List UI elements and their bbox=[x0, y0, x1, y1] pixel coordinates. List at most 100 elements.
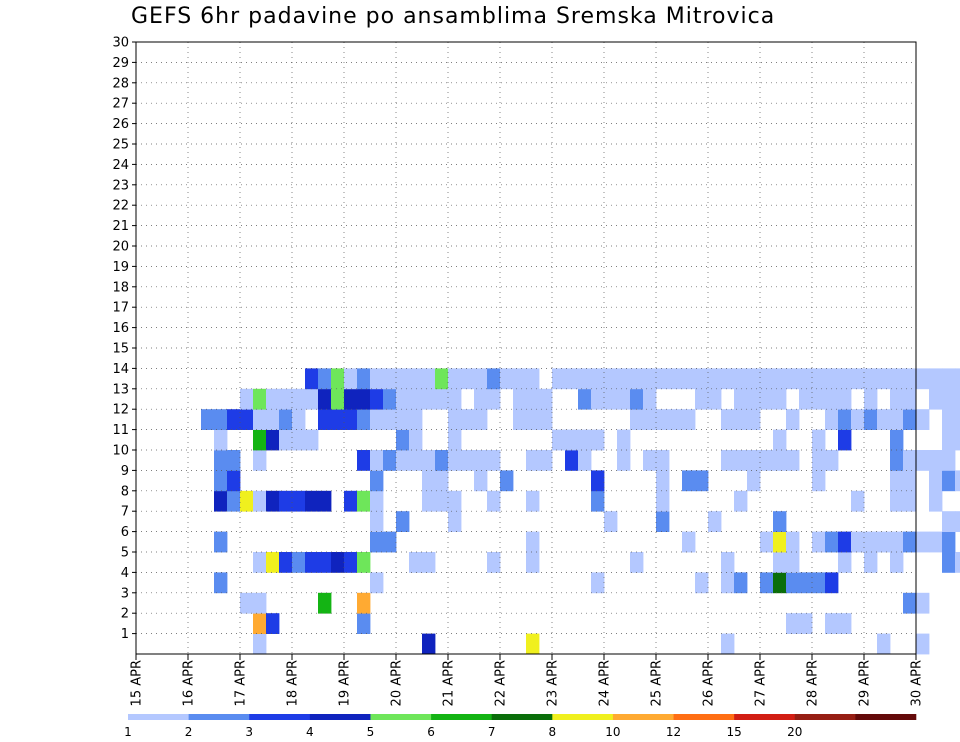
heatmap-cell bbox=[448, 511, 462, 532]
heatmap-cell bbox=[955, 429, 960, 451]
heatmap-cell bbox=[253, 490, 267, 512]
legend-label: 20 bbox=[787, 725, 802, 739]
heatmap-cell bbox=[955, 470, 960, 492]
heatmap-cell bbox=[266, 552, 280, 573]
y-tick-label: 25 bbox=[112, 138, 129, 153]
heatmap-cell bbox=[526, 633, 540, 655]
heatmap-cell bbox=[383, 368, 397, 390]
legend-swatch bbox=[612, 714, 674, 720]
heatmap-cell bbox=[734, 572, 748, 594]
heatmap-cell bbox=[474, 368, 488, 390]
heatmap-cell bbox=[682, 531, 696, 553]
legend-swatch bbox=[431, 714, 492, 720]
y-tick-label: 2 bbox=[121, 607, 129, 622]
heatmap-cell bbox=[500, 470, 514, 492]
heatmap-cell bbox=[695, 470, 709, 492]
legend-swatch bbox=[309, 714, 371, 720]
heatmap-cell bbox=[513, 409, 527, 430]
heatmap-cell bbox=[617, 429, 631, 451]
heatmap-cell bbox=[409, 450, 423, 471]
y-tick-label: 10 bbox=[112, 444, 129, 459]
legend-label: 12 bbox=[666, 725, 681, 739]
heatmap-cell bbox=[942, 511, 956, 532]
heatmap-cell bbox=[487, 388, 501, 410]
y-tick-label: 29 bbox=[112, 56, 129, 71]
y-tick-label: 16 bbox=[112, 321, 129, 336]
y-tick-label: 26 bbox=[112, 117, 129, 132]
heatmap-cell bbox=[942, 450, 956, 471]
heatmap-cell bbox=[812, 388, 826, 410]
heatmap-cell bbox=[656, 511, 670, 532]
heatmap-cell bbox=[942, 429, 956, 451]
heatmap-cell bbox=[396, 368, 410, 390]
heatmap-cell bbox=[786, 572, 800, 594]
axes-layer: 1234567891011121314151617181920212223242… bbox=[112, 36, 924, 707]
heatmap-cell bbox=[591, 470, 605, 492]
heatmap-cell bbox=[279, 409, 293, 430]
heatmap-cell bbox=[318, 409, 332, 430]
x-tick-label: 24 APR bbox=[598, 660, 613, 706]
heatmap-cell bbox=[591, 429, 605, 451]
heatmap-cell bbox=[370, 572, 384, 594]
heatmap-cell bbox=[331, 409, 345, 430]
legend-swatch bbox=[128, 714, 189, 720]
y-tick-label: 22 bbox=[112, 199, 129, 214]
heatmap-cell bbox=[825, 388, 839, 410]
heatmap-cell bbox=[357, 409, 371, 430]
heatmap-cell bbox=[396, 450, 410, 471]
heatmap-cell bbox=[864, 409, 878, 430]
heatmap-cell bbox=[864, 368, 878, 390]
heatmap-cell bbox=[786, 613, 800, 634]
heatmap-cell bbox=[864, 552, 878, 573]
heatmap-cell bbox=[929, 490, 943, 512]
heatmap-cell bbox=[812, 368, 826, 390]
x-tick-label: 17 APR bbox=[234, 660, 249, 706]
heatmap-cell bbox=[539, 450, 553, 471]
heatmap-cell bbox=[201, 409, 215, 430]
heatmap-cell bbox=[890, 368, 904, 390]
heatmap-cell bbox=[929, 450, 943, 471]
heatmap-cell bbox=[799, 368, 813, 390]
heatmap-cell bbox=[227, 450, 241, 471]
heatmap-cell bbox=[305, 552, 319, 573]
heatmap-cell bbox=[422, 388, 436, 410]
heatmap-cell bbox=[409, 409, 423, 430]
heatmap-cell bbox=[578, 450, 592, 471]
heatmap-cell bbox=[877, 368, 891, 390]
heatmap-cell bbox=[474, 409, 488, 430]
heatmap-cell bbox=[851, 490, 865, 512]
heatmap-cell bbox=[292, 490, 306, 512]
heatmap-cell bbox=[292, 552, 306, 573]
heatmap-cell bbox=[266, 388, 280, 410]
heatmap-cell bbox=[214, 409, 228, 430]
heatmap-cell bbox=[825, 531, 839, 553]
heatmap-cell bbox=[942, 531, 956, 553]
heatmap-cell bbox=[539, 388, 553, 410]
heatmap-cell bbox=[643, 388, 657, 410]
heatmap-cell bbox=[305, 388, 319, 410]
heatmap-cell bbox=[929, 470, 943, 492]
heatmap-cell bbox=[942, 409, 956, 430]
heatmap-cell bbox=[799, 572, 813, 594]
heatmap-cell bbox=[955, 368, 960, 390]
heatmap-cell bbox=[734, 450, 748, 471]
heatmap-cell bbox=[864, 388, 878, 410]
heatmap-cell bbox=[903, 388, 917, 410]
heatmap-cell bbox=[916, 633, 930, 655]
heatmap-cell bbox=[344, 552, 358, 573]
x-tick-label: 16 APR bbox=[182, 660, 197, 706]
heatmap-cell bbox=[773, 388, 787, 410]
y-tick-label: 12 bbox=[112, 403, 129, 418]
heatmap-cell bbox=[526, 388, 540, 410]
y-tick-label: 8 bbox=[121, 484, 129, 499]
heatmap-cell bbox=[656, 470, 670, 492]
heatmap-cell bbox=[318, 388, 332, 410]
heatmap-cell bbox=[396, 429, 410, 451]
heatmap-cell bbox=[266, 409, 280, 430]
heatmap-cell bbox=[279, 388, 293, 410]
heatmap-cell bbox=[773, 552, 787, 573]
heatmap-cell bbox=[357, 592, 371, 614]
heatmap-cell bbox=[747, 368, 761, 390]
heatmap-cell bbox=[526, 531, 540, 553]
